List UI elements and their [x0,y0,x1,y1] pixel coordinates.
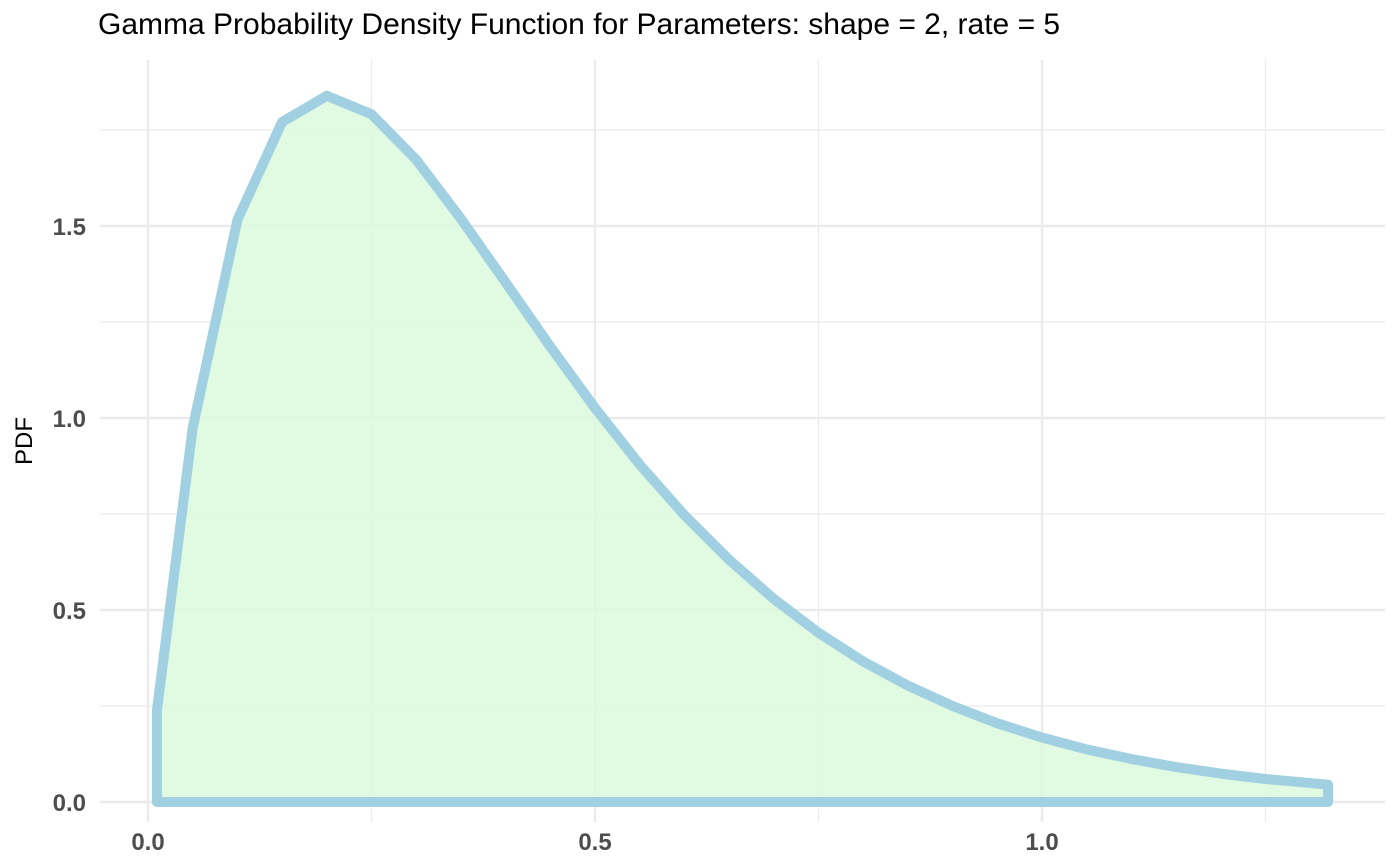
y-tick-label: 1.0 [53,406,86,433]
x-tick-label: 1.0 [1025,829,1058,856]
x-tick-label: 0.5 [578,829,611,856]
density-curve-line [151,90,1334,807]
y-tick-label: 0.0 [53,790,86,817]
y-axis-title: PDF [11,417,38,465]
y-tick-label: 1.5 [53,214,86,241]
chart-title: Gamma Probability Density Function for P… [98,8,1061,41]
x-tick-label: 0.0 [131,829,164,856]
y-tick-label: 0.5 [53,598,86,625]
tick-labels: 0.0 0.5 1.0 1.5 0.0 0.5 1.0 [53,214,1059,856]
area-layer [151,90,1334,807]
density-area-fill [156,95,1329,803]
